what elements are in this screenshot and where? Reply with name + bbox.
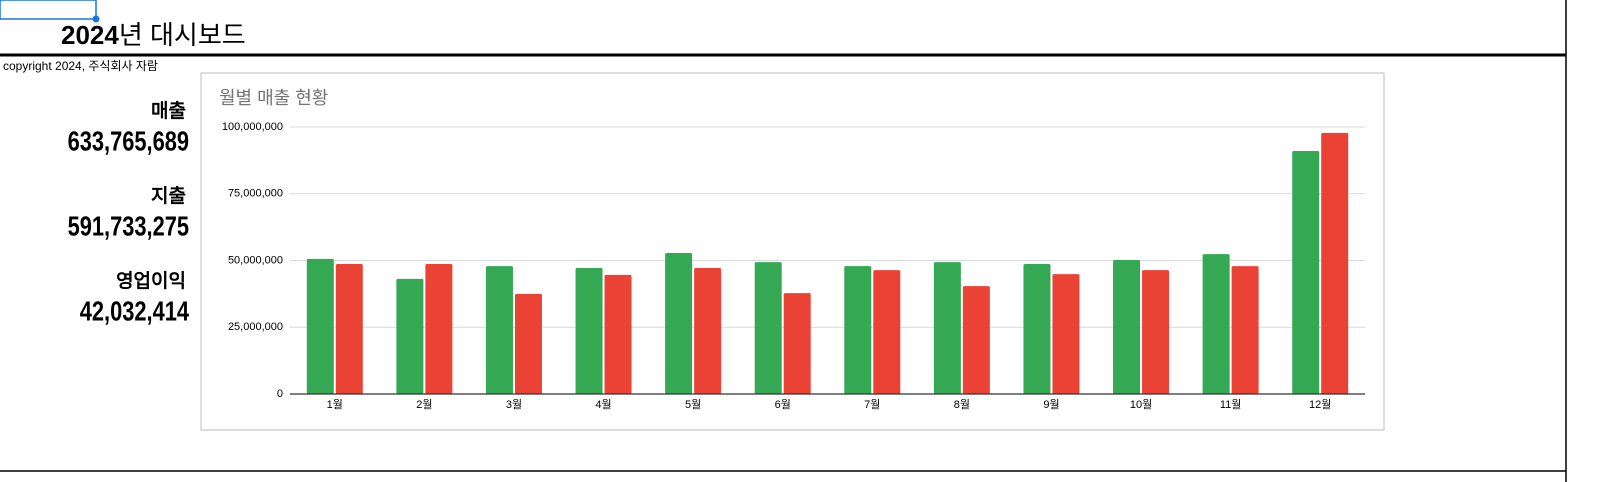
kpi-value: 633,765,689	[68, 126, 189, 157]
bar	[962, 286, 990, 394]
bar	[1023, 263, 1051, 394]
bar	[783, 293, 811, 394]
bar	[754, 262, 782, 394]
kpi-label: 지출	[151, 185, 186, 207]
bar	[514, 293, 542, 394]
kpi-value: 591,733,275	[68, 211, 189, 242]
bar	[425, 263, 453, 394]
x-tick-label: 11월	[1220, 398, 1242, 411]
bar	[1113, 259, 1141, 394]
selected-cell[interactable]	[0, 0, 97, 20]
chart-title: 월별 매출 현황	[219, 88, 328, 108]
bar	[485, 266, 513, 394]
x-tick-label: 6월	[775, 398, 791, 411]
x-tick-label: 12월	[1309, 398, 1331, 411]
copyright: copyright 2024, 주식회사 자람	[3, 59, 158, 73]
y-tick-label: 0	[277, 388, 283, 400]
bar	[1142, 270, 1170, 394]
y-tick-label: 25,000,000	[228, 321, 283, 333]
x-tick-label: 8월	[954, 398, 970, 411]
kpi-label: 매출	[151, 100, 186, 122]
bar	[873, 270, 901, 394]
bar	[306, 258, 334, 394]
title: 2024년 대시보드	[61, 20, 246, 50]
title-rest: 년 대시보드	[119, 20, 246, 50]
y-tick-label: 50,000,000	[228, 254, 283, 266]
y-tick-label: 75,000,000	[228, 188, 283, 200]
bar	[1292, 151, 1320, 394]
bar	[933, 262, 961, 394]
kpi-label: 영업이익	[116, 270, 186, 292]
bar	[396, 278, 424, 394]
bar	[1202, 254, 1230, 394]
x-tick-label: 3월	[506, 398, 522, 411]
y-tick-label: 100,000,000	[222, 121, 283, 133]
bar	[604, 274, 632, 394]
x-tick-label: 2월	[416, 398, 432, 411]
kpi-value: 42,032,414	[80, 296, 189, 327]
x-tick-label: 5월	[685, 398, 701, 411]
x-tick-label: 7월	[864, 398, 880, 411]
bar	[1052, 274, 1080, 394]
bar	[665, 253, 693, 394]
bar	[844, 266, 872, 394]
x-tick-label: 9월	[1043, 398, 1059, 411]
title-year: 2024	[61, 20, 119, 50]
bar	[694, 267, 722, 394]
selection-handle[interactable]	[92, 15, 100, 23]
x-tick-label: 1월	[327, 398, 343, 411]
bar	[335, 263, 363, 394]
bar	[1231, 266, 1259, 394]
x-tick-label: 4월	[595, 398, 611, 411]
x-tick-label: 10월	[1130, 398, 1152, 411]
bar	[1321, 132, 1349, 394]
bar	[575, 267, 603, 394]
